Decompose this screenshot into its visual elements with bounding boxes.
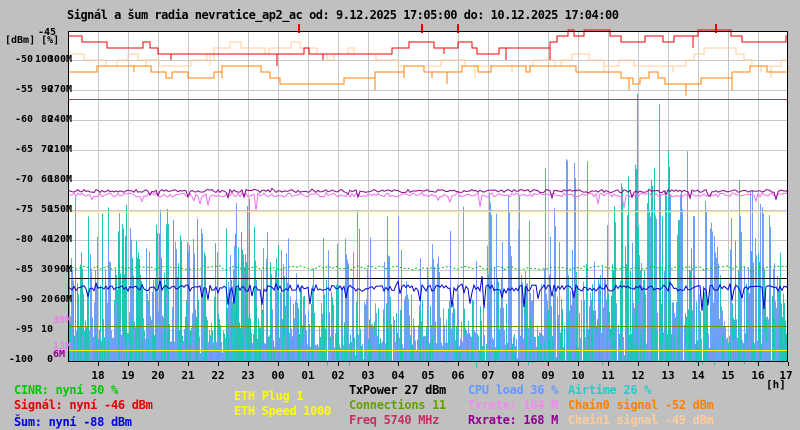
x-tick-hour: 06 <box>451 369 465 382</box>
x-tick-hour: 10 <box>571 369 585 382</box>
y-tick-pct: 50 <box>40 204 53 215</box>
x-tick-hour: 23 <box>241 369 255 382</box>
y-tick-mbit: 60M <box>53 294 72 305</box>
legend-rxrate: Rxrate: 168 M <box>468 413 559 427</box>
x-tick-hour: 11 <box>601 369 615 382</box>
y-tick-dbm: -70 <box>14 174 33 185</box>
y-tick-pct: 40 <box>40 234 53 245</box>
legend-connections: Connections 11 <box>349 398 446 412</box>
legend-txrate: Txrate: 164 M <box>468 398 559 412</box>
y-tick-mbit: 300M <box>47 54 72 65</box>
x-tick-hour: 22 <box>211 369 225 382</box>
x-tick-hour: 14 <box>691 369 705 382</box>
x-tick-hour: 01 <box>301 369 315 382</box>
y-tick-mbit: 180M <box>47 174 72 185</box>
legend-eth: ETH Plug 1 <box>234 389 304 403</box>
legend-šum: Šum: nyní -88 dBm <box>14 415 132 429</box>
y-tick-pct: 80 <box>40 114 53 125</box>
x-tick-hour: 08 <box>511 369 525 382</box>
y-tick-pct: 0 <box>46 354 53 365</box>
axis-unit-label: [dBm] [%] <box>5 35 60 46</box>
legend-cinr: CINR: nyní 30 % <box>14 383 118 397</box>
y-tick-pct: 10 <box>40 324 53 335</box>
legend-chain1: Chain1 signal -49 dBm <box>568 413 714 427</box>
y-tick-dbm: -65 <box>14 144 33 155</box>
x-tick-hour: 02 <box>331 369 345 382</box>
x-tick-hour: 16 <box>751 369 765 382</box>
x-tick-hour: 15 <box>721 369 735 382</box>
y-tick-dbm: -100 <box>8 354 33 365</box>
x-tick-hour: 20 <box>151 369 165 382</box>
legend-txpower: TxPower 27 dBm <box>349 383 446 397</box>
y-tick-dbm: -50 <box>14 54 33 65</box>
y-tick-dbm: -60 <box>14 114 33 125</box>
y-tick-pct: 100 <box>34 54 53 65</box>
y-tick-dbm: -75 <box>14 204 33 215</box>
x-tick-hour: 05 <box>421 369 435 382</box>
legend-eth: ETH Speed 1000 <box>234 404 331 418</box>
axis-top-value: -45 <box>37 27 56 38</box>
legend-signál: Signál: nyní -46 dBm <box>14 398 153 412</box>
x-tick-hour: 19 <box>121 369 135 382</box>
x-tick-hour: 21 <box>181 369 195 382</box>
x-tick-hour: 04 <box>391 369 405 382</box>
x-tick-hour: 12 <box>631 369 645 382</box>
legend-chain0: Chain0 signal -52 dBm <box>568 398 714 412</box>
x-tick-hour: 09 <box>541 369 555 382</box>
y-tick-pct: 90 <box>40 84 53 95</box>
y-tick-mbit: 210M <box>47 144 72 155</box>
y-tick-dbm: -80 <box>14 234 33 245</box>
y-tick-pct: 60 <box>40 174 53 185</box>
x-tick-hour: 00 <box>271 369 285 382</box>
y-tick-mbit: 270M <box>47 84 72 95</box>
legend-freq: Freq 5740 MHz <box>349 413 440 427</box>
x-tick-hour: 18 <box>91 369 105 382</box>
y-tick-mbit: 240M <box>47 114 72 125</box>
legend-airtime: Airtime 26 % <box>568 383 652 397</box>
y-tick-dbm: -85 <box>14 264 33 275</box>
y-tick-dbm: -95 <box>14 324 33 335</box>
y-tick-dbm: -90 <box>14 294 33 305</box>
x-tick-hour: 13 <box>661 369 675 382</box>
x-tick-hour: 07 <box>481 369 495 382</box>
y-tick-dbm: -55 <box>14 84 33 95</box>
y-tick-pct: 70 <box>40 144 53 155</box>
x-tick-hour: 03 <box>361 369 375 382</box>
x-tick-hour: 17 <box>779 369 793 382</box>
rate-marker-label: 6M <box>52 349 65 360</box>
y-tick-mbit: 150M <box>47 204 72 215</box>
y-tick-pct: 20 <box>40 294 53 305</box>
graph-title: Signál a šum radia nevratice_ap2_ac od: … <box>67 8 619 22</box>
y-tick-mbit: 120M <box>47 234 72 245</box>
rate-marker-label: 13M <box>52 341 71 352</box>
y-tick-mbit: 90M <box>53 264 72 275</box>
x-axis-unit: [h] <box>766 378 786 391</box>
y-tick-pct: 30 <box>40 264 53 275</box>
rate-marker-label: 39M <box>52 315 71 326</box>
legend-cpu: CPU load 36 % <box>468 383 559 397</box>
